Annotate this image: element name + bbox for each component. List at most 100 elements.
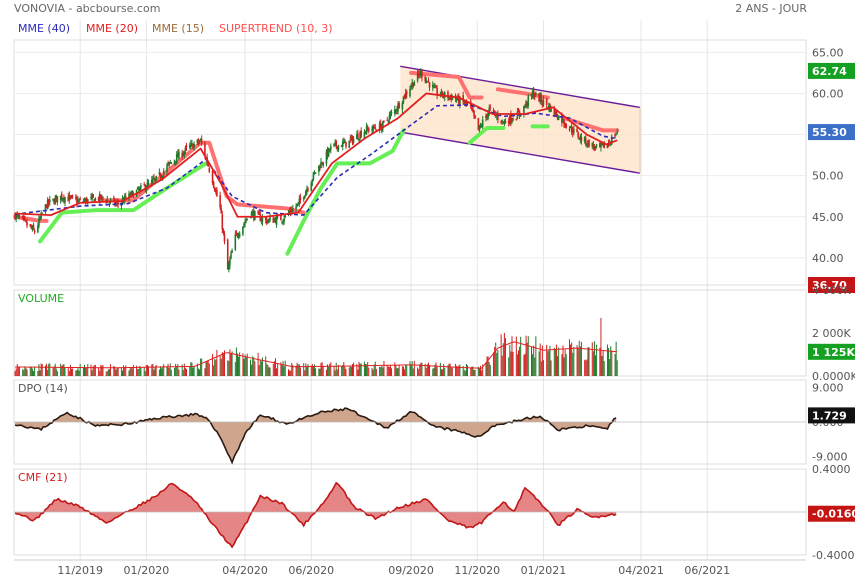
candle-body bbox=[302, 197, 305, 199]
price-candle bbox=[246, 218, 249, 221]
candle-body bbox=[178, 151, 180, 159]
supertrend-line bbox=[409, 70, 484, 100]
candle-body bbox=[29, 224, 32, 227]
candle-body bbox=[250, 211, 253, 218]
price-candle bbox=[136, 186, 139, 190]
candle-body bbox=[155, 176, 157, 181]
price-candle bbox=[251, 209, 254, 216]
candle-body bbox=[193, 143, 195, 148]
price-candle bbox=[49, 195, 51, 206]
volume-badge-label: 1 125K bbox=[812, 346, 855, 359]
candle-body bbox=[22, 217, 25, 219]
supertrend-line bbox=[467, 125, 506, 145]
price-candle bbox=[434, 83, 436, 89]
price-candle bbox=[159, 172, 162, 180]
price-candle bbox=[282, 219, 284, 226]
price-candle bbox=[258, 208, 260, 215]
price-candle bbox=[273, 217, 276, 223]
price-candle bbox=[314, 172, 317, 175]
candle-body bbox=[84, 198, 87, 203]
candle-body bbox=[517, 110, 520, 113]
candle-body bbox=[129, 194, 131, 197]
candle-body bbox=[459, 96, 461, 105]
candle-body bbox=[235, 232, 238, 234]
candle-body bbox=[435, 87, 437, 89]
price-candle bbox=[117, 198, 119, 209]
candle-body bbox=[185, 146, 188, 148]
candle-body bbox=[99, 194, 102, 199]
price-candle bbox=[435, 84, 437, 89]
candle-body bbox=[82, 201, 85, 203]
price-candle bbox=[479, 122, 482, 129]
price-candle bbox=[223, 231, 226, 245]
price-candle bbox=[234, 230, 237, 251]
price-candle bbox=[147, 179, 150, 186]
price-candle bbox=[296, 203, 298, 208]
price-candle bbox=[191, 139, 193, 147]
candle-body bbox=[75, 197, 77, 199]
price-candle bbox=[433, 83, 435, 89]
price-candle bbox=[416, 70, 419, 83]
price-candle bbox=[68, 191, 71, 204]
candle-body bbox=[542, 99, 545, 106]
candle-body bbox=[474, 115, 476, 119]
price-candle bbox=[37, 223, 39, 234]
price-candle bbox=[358, 138, 360, 143]
price-candle bbox=[500, 120, 502, 125]
candle-body bbox=[386, 119, 389, 121]
candle-body bbox=[222, 229, 225, 234]
candle-body bbox=[583, 136, 586, 142]
candle-body bbox=[246, 218, 249, 220]
price-candle bbox=[199, 138, 202, 142]
candle-body bbox=[358, 138, 360, 141]
price-candle bbox=[540, 92, 543, 106]
candle-body bbox=[303, 195, 306, 199]
candle-body bbox=[169, 162, 172, 164]
y-tick-label: 65.00 bbox=[812, 46, 844, 59]
candle-body bbox=[545, 99, 548, 106]
price-candle bbox=[162, 168, 165, 177]
price-candle bbox=[550, 105, 552, 112]
candle-body bbox=[167, 163, 169, 165]
candle-body bbox=[188, 145, 191, 148]
chart-header-period[interactable]: 2 ANS - JOUR bbox=[735, 2, 807, 15]
price-candle bbox=[32, 222, 35, 230]
price-candle bbox=[515, 118, 518, 121]
price-candle bbox=[374, 123, 377, 131]
price-candle bbox=[571, 126, 574, 138]
price-candle bbox=[26, 218, 28, 229]
price-candle bbox=[297, 202, 300, 206]
price-candle bbox=[62, 197, 64, 203]
candle-body bbox=[503, 120, 506, 125]
price-candle bbox=[383, 120, 385, 123]
candle-body bbox=[593, 146, 596, 149]
price-candle bbox=[535, 91, 537, 97]
price-candle bbox=[372, 124, 374, 134]
price-candle bbox=[421, 69, 423, 82]
candle-body bbox=[571, 130, 574, 134]
candle-body bbox=[85, 197, 88, 204]
channel-area bbox=[400, 66, 641, 174]
candle-body bbox=[413, 82, 416, 86]
price-candle bbox=[39, 216, 41, 222]
price-candle bbox=[79, 196, 81, 201]
price-candle bbox=[181, 149, 183, 160]
candle-body bbox=[83, 200, 86, 202]
candle-body bbox=[191, 143, 193, 145]
candle-body bbox=[161, 175, 164, 179]
candle-body bbox=[274, 218, 277, 223]
price-candle bbox=[418, 70, 421, 79]
price-candle bbox=[601, 142, 603, 146]
candle-body bbox=[200, 139, 203, 144]
candle-body bbox=[47, 199, 50, 204]
candle-body bbox=[569, 125, 572, 128]
candle-body bbox=[359, 132, 361, 139]
candle-body bbox=[175, 154, 178, 164]
candle-body bbox=[579, 135, 582, 140]
oscillator-badge bbox=[808, 407, 855, 424]
price-candle bbox=[307, 186, 309, 193]
price-candle bbox=[335, 139, 338, 149]
candle-body bbox=[237, 235, 240, 237]
candle-body bbox=[530, 94, 533, 96]
price-candle bbox=[417, 70, 420, 79]
